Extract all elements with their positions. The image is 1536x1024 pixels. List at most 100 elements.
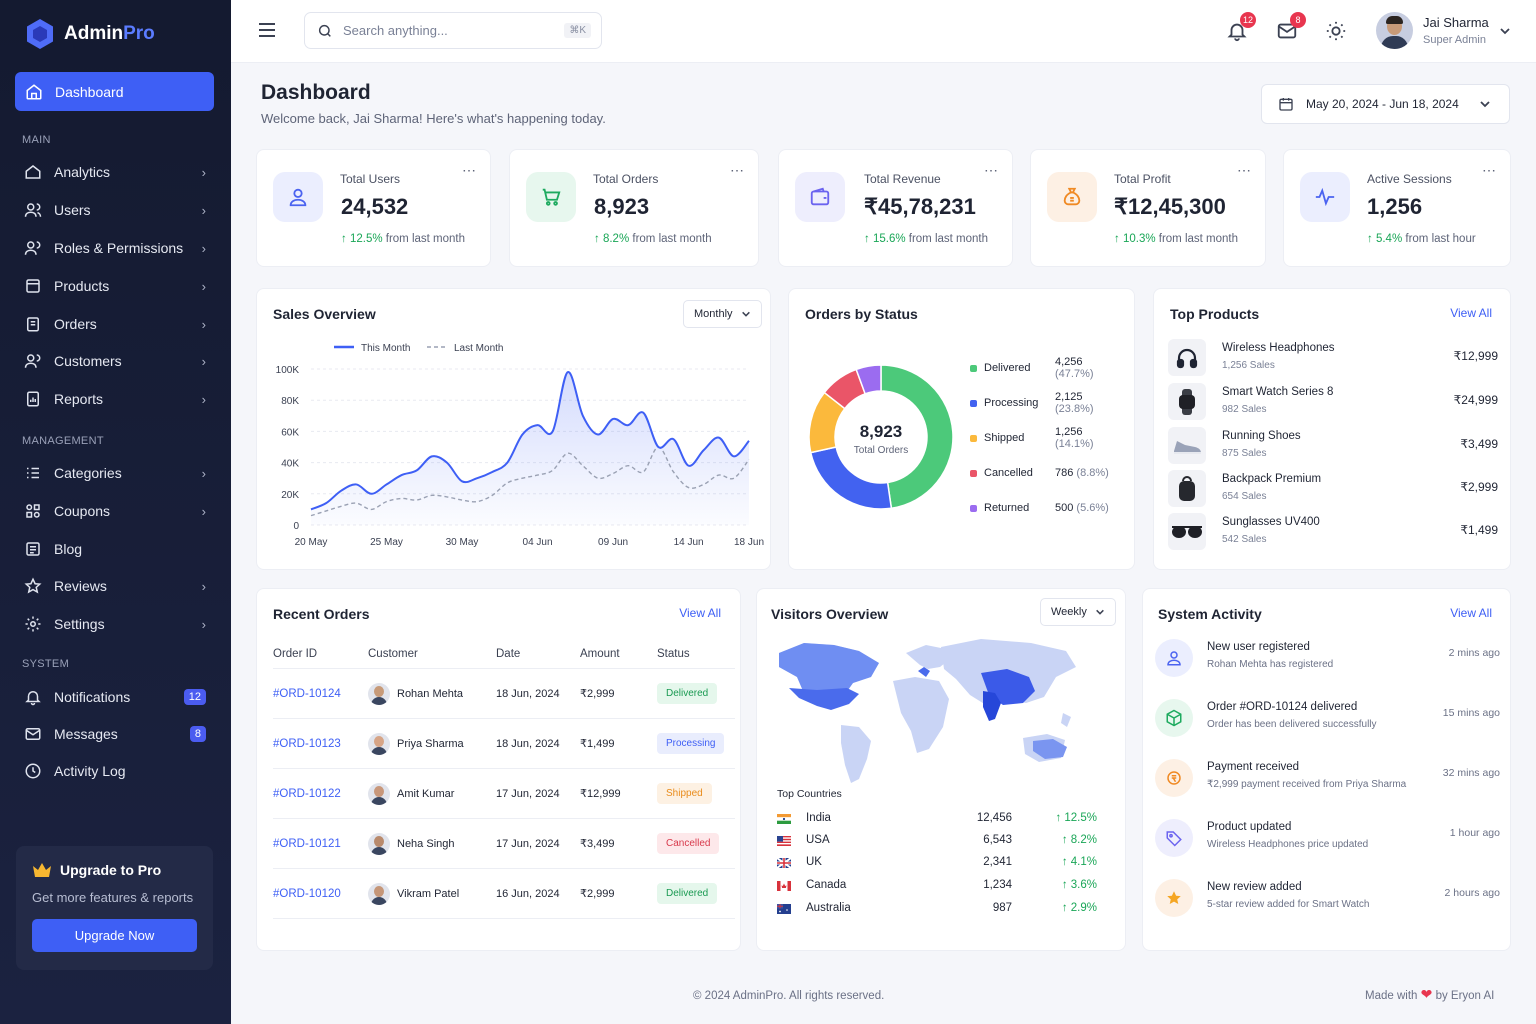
sidebar-item-label: Messages bbox=[54, 726, 118, 742]
donut-slice-delivered[interactable] bbox=[880, 364, 954, 510]
order-date: 17 Jun, 2024 bbox=[496, 837, 560, 850]
user-name: Jai Sharma bbox=[1423, 15, 1489, 30]
table-row[interactable]: #ORD-10121 Neha Singh 17 Jun, 2024 ₹3,499 Ca… bbox=[273, 819, 735, 869]
card-title: Top Products bbox=[1170, 306, 1260, 322]
avatar bbox=[368, 732, 390, 755]
sidebar-item-blog[interactable]: Blog bbox=[24, 534, 214, 564]
activity-item[interactable]: Product updated Wireless Headphones price… bbox=[1155, 819, 1500, 869]
more-icon[interactable]: ⋯ bbox=[730, 162, 744, 178]
product-row[interactable]: Running Shoes 875 Sales ₹3,499 bbox=[1168, 427, 1498, 467]
avatar bbox=[368, 882, 390, 905]
footer-copyright: © 2024 AdminPro. All rights reserved. bbox=[693, 990, 885, 1002]
sidebar-item-messages[interactable]: Messages 8 bbox=[24, 719, 214, 749]
product-name: Wireless Headphones bbox=[1222, 342, 1335, 354]
date-range-picker[interactable]: May 20, 2024 - Jun 18, 2024 bbox=[1261, 84, 1510, 124]
sidebar-item-label: Coupons bbox=[54, 503, 111, 519]
sidebar-item-dashboard[interactable]: Dashboard bbox=[15, 72, 214, 111]
arrow-up-icon: ↑ bbox=[341, 233, 350, 245]
stat-card-orders: Total Orders 8,923 ↑ 8.2% from last mont… bbox=[509, 149, 759, 267]
sun-icon[interactable] bbox=[1325, 20, 1347, 42]
sidebar-item-coupons[interactable]: Coupons › bbox=[24, 496, 214, 526]
menu-icon[interactable] bbox=[258, 22, 276, 38]
table-row[interactable]: #ORD-10124 Rohan Mehta 18 Jun, 2024 ₹2,999 D… bbox=[273, 669, 735, 719]
period-dropdown[interactable]: Monthly bbox=[683, 300, 762, 328]
sidebar-item-label: Orders bbox=[54, 316, 97, 332]
status-badge: Delivered bbox=[657, 683, 718, 704]
chevron-down-icon bbox=[1096, 609, 1104, 615]
order-id[interactable]: #ORD-10120 bbox=[273, 887, 341, 900]
avatar bbox=[368, 782, 390, 805]
product-row[interactable]: Sunglasses UV400 542 Sales ₹1,499 bbox=[1168, 513, 1498, 553]
country-row: USA 6,543 ↑ 8.2% bbox=[777, 833, 1097, 851]
notifications-button[interactable]: 12 bbox=[1226, 12, 1256, 47]
activity-item[interactable]: New user registered Rohan Mehta has regis… bbox=[1155, 639, 1500, 689]
status-badge: Shipped bbox=[657, 783, 712, 804]
sidebar-item-label: Reports bbox=[54, 391, 104, 407]
activity-item[interactable]: Order #ORD-10124 delivered Order has been… bbox=[1155, 699, 1500, 749]
donut-slice-returned[interactable] bbox=[855, 364, 882, 395]
order-date: 16 Jun, 2024 bbox=[496, 887, 560, 900]
activity-item[interactable]: New review added 5-star review added for … bbox=[1155, 879, 1500, 929]
sidebar-item-reports[interactable]: Reports › bbox=[24, 384, 214, 414]
avatar bbox=[368, 682, 390, 705]
chevron-right-icon: › bbox=[201, 616, 206, 632]
calendar-icon bbox=[1279, 98, 1293, 111]
sidebar-item-roles[interactable]: Roles & Permissions › bbox=[24, 233, 214, 263]
flag-india-icon bbox=[777, 814, 791, 824]
more-icon[interactable]: ⋯ bbox=[462, 162, 476, 178]
upgrade-subtitle: Get more features & reports bbox=[32, 890, 194, 905]
table-row[interactable]: #ORD-10122 Amit Kumar 17 Jun, 2024 ₹12,999 S… bbox=[273, 769, 735, 819]
legend-count: 786 bbox=[1055, 467, 1074, 479]
more-icon[interactable]: ⋯ bbox=[1482, 162, 1496, 178]
sidebar: AdminPro Dashboard MAIN Analytics › Users… bbox=[0, 0, 231, 1024]
upgrade-now-button[interactable]: Upgrade Now bbox=[32, 919, 197, 952]
sidebar-item-products[interactable]: Products › bbox=[24, 271, 214, 301]
app-logo[interactable]: AdminPro bbox=[26, 18, 155, 50]
sidebar-item-categories[interactable]: Categories › bbox=[24, 458, 214, 488]
user-menu[interactable]: Jai Sharma Super Admin bbox=[1376, 12, 1511, 49]
mail-icon bbox=[25, 728, 41, 740]
donut-slice-processing[interactable] bbox=[809, 446, 893, 510]
sidebar-item-users[interactable]: Users › bbox=[24, 195, 214, 225]
legend-item: Shipped 1,256 (14.1%) bbox=[970, 426, 1120, 450]
product-row[interactable]: Backpack Premium 654 Sales ₹2,999 bbox=[1168, 470, 1498, 510]
wallet-icon bbox=[795, 172, 845, 222]
activity-item[interactable]: Payment received ₹2,999 payment received … bbox=[1155, 759, 1500, 809]
view-all-link[interactable]: View All bbox=[679, 606, 721, 620]
payment-icon bbox=[1155, 759, 1193, 797]
customer-cell: Vikram Patel bbox=[368, 882, 496, 905]
order-id[interactable]: #ORD-10123 bbox=[273, 737, 341, 750]
flag-usa-icon bbox=[777, 836, 791, 846]
sidebar-item-customers[interactable]: Customers › bbox=[24, 346, 214, 376]
orders-donut-chart bbox=[808, 364, 954, 510]
messages-button[interactable]: 8 bbox=[1276, 12, 1306, 47]
bell-icon bbox=[1227, 23, 1247, 42]
sidebar-item-orders[interactable]: Orders › bbox=[24, 309, 214, 339]
product-row[interactable]: Wireless Headphones 1,256 Sales ₹12,999 bbox=[1168, 339, 1498, 379]
sidebar-item-settings[interactable]: Settings › bbox=[24, 609, 214, 639]
stat-label: Total Users bbox=[340, 172, 401, 186]
period-dropdown[interactable]: Weekly bbox=[1040, 598, 1116, 626]
order-id[interactable]: #ORD-10124 bbox=[273, 687, 341, 700]
order-id[interactable]: #ORD-10122 bbox=[273, 787, 341, 800]
footer-credit: Made with ❤ by Eryon AI bbox=[1365, 986, 1494, 1003]
table-row[interactable]: #ORD-10123 Priya Sharma 18 Jun, 2024 ₹1,499… bbox=[273, 719, 735, 769]
stat-label: Total Revenue bbox=[864, 172, 941, 186]
sidebar-item-analytics[interactable]: Analytics › bbox=[24, 157, 214, 187]
legend-item: Returned 500 (5.6%) bbox=[970, 502, 1120, 514]
country-growth-value: 4.1% bbox=[1070, 856, 1097, 868]
more-icon[interactable]: ⋯ bbox=[1237, 162, 1251, 178]
product-row[interactable]: Smart Watch Series 8 982 Sales ₹24,999 bbox=[1168, 383, 1498, 423]
sidebar-item-reviews[interactable]: Reviews › bbox=[24, 571, 214, 601]
x-tick-label: 20 May bbox=[295, 537, 328, 548]
more-icon[interactable]: ⋯ bbox=[984, 162, 998, 178]
order-id[interactable]: #ORD-10121 bbox=[273, 837, 341, 850]
search-input[interactable]: Search anything... ⌘K bbox=[304, 12, 602, 49]
activity-title: Order #ORD-10124 delivered bbox=[1207, 701, 1358, 713]
table-row[interactable]: #ORD-10120 Vikram Patel 16 Jun, 2024 ₹2,999… bbox=[273, 869, 735, 919]
view-all-link[interactable]: View All bbox=[1450, 306, 1492, 320]
view-all-link[interactable]: View All bbox=[1450, 606, 1492, 620]
sidebar-item-activity-log[interactable]: Activity Log bbox=[24, 756, 214, 786]
sidebar-item-notifications[interactable]: Notifications 12 bbox=[24, 682, 214, 712]
activity-title: Product updated bbox=[1207, 821, 1292, 833]
